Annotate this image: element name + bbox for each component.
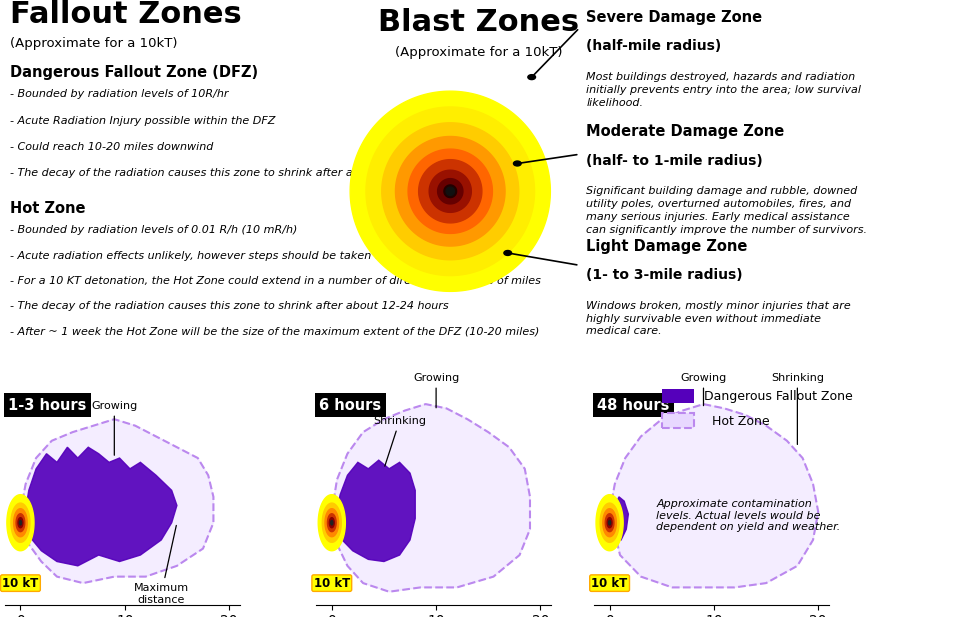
Polygon shape: [331, 404, 530, 592]
Polygon shape: [318, 495, 345, 551]
Text: 10 kT: 10 kT: [313, 577, 350, 590]
Polygon shape: [322, 503, 341, 542]
Text: 10 kT: 10 kT: [591, 577, 627, 590]
Text: (half-mile radius): (half-mile radius): [586, 39, 721, 53]
Text: 6 hours: 6 hours: [319, 397, 381, 413]
Polygon shape: [20, 419, 214, 583]
Polygon shape: [336, 460, 415, 561]
Text: (1- to 3-mile radius): (1- to 3-mile radius): [586, 268, 742, 282]
Polygon shape: [605, 514, 614, 532]
Polygon shape: [419, 160, 482, 223]
Text: (half- to 1-mile radius): (half- to 1-mile radius): [586, 154, 763, 168]
Text: - Acute radiation effects unlikely, however steps should be taken to control exp: - Acute radiation effects unlikely, howe…: [10, 251, 483, 260]
Text: - The decay of the radiation causes this zone to shrink after about 12-24 hours: - The decay of the radiation causes this…: [10, 301, 448, 311]
Text: Growing: Growing: [413, 373, 459, 408]
Text: Shrinking: Shrinking: [771, 373, 824, 444]
Polygon shape: [408, 149, 492, 233]
Text: Dangerous Fallout Zone (DFZ): Dangerous Fallout Zone (DFZ): [10, 65, 258, 80]
Text: Light Damage Zone: Light Damage Zone: [586, 239, 747, 254]
Polygon shape: [328, 514, 336, 532]
Polygon shape: [438, 179, 463, 204]
Polygon shape: [11, 503, 30, 542]
Text: Blast Zones: Blast Zones: [378, 8, 580, 37]
Legend: Dangerous Fallout Zone,   Hot Zone: Dangerous Fallout Zone, Hot Zone: [663, 389, 853, 428]
Polygon shape: [13, 508, 27, 537]
Polygon shape: [607, 518, 612, 528]
Text: Growing: Growing: [91, 400, 137, 455]
Text: - After ~ 1 week the Hot Zone will be the size of the maximum extent of the DFZ : - After ~ 1 week the Hot Zone will be th…: [10, 326, 539, 336]
Text: Windows broken, mostly minor injuries that are
highly survivable even without im: Windows broken, mostly minor injuries th…: [586, 301, 851, 336]
Text: 10 kT: 10 kT: [2, 577, 38, 590]
Text: (Approximate for a 10kT): (Approximate for a 10kT): [396, 46, 562, 59]
Polygon shape: [609, 404, 818, 587]
Text: - Bounded by radiation levels of 0.01 R/h (10 mR/h): - Bounded by radiation levels of 0.01 R/…: [10, 225, 297, 235]
Polygon shape: [7, 495, 34, 551]
Text: Approximate contamination
levels. Actual levels would be
dependent on yield and : Approximate contamination levels. Actual…: [656, 499, 840, 532]
Text: Fallout Zones: Fallout Zones: [10, 0, 241, 29]
Text: Shrinking: Shrinking: [373, 416, 426, 466]
Polygon shape: [600, 503, 619, 542]
Polygon shape: [396, 136, 505, 246]
Polygon shape: [429, 170, 471, 212]
Polygon shape: [444, 185, 457, 197]
Polygon shape: [18, 518, 23, 528]
Polygon shape: [612, 497, 628, 540]
Text: Hot Zone: Hot Zone: [10, 201, 85, 215]
Text: - For a 10 KT detonation, the Hot Zone could extend in a number of directions fo: - For a 10 KT detonation, the Hot Zone c…: [10, 276, 540, 286]
Polygon shape: [19, 521, 21, 525]
Polygon shape: [330, 518, 334, 528]
Text: Maximum
distance: Maximum distance: [134, 526, 189, 605]
Text: - Bounded by radiation levels of 10R/hr: - Bounded by radiation levels of 10R/hr: [10, 89, 228, 99]
Polygon shape: [25, 447, 177, 566]
Text: Significant building damage and rubble, downed
utility poles, overturned automob: Significant building damage and rubble, …: [586, 186, 867, 235]
Polygon shape: [16, 514, 25, 532]
Text: 1-3 hours: 1-3 hours: [8, 397, 86, 413]
Polygon shape: [603, 508, 616, 537]
Polygon shape: [366, 107, 535, 276]
Polygon shape: [382, 123, 518, 260]
Text: Most buildings destroyed, hazards and radiation
initially prevents entry into th: Most buildings destroyed, hazards and ra…: [586, 72, 861, 107]
Text: 48 hours: 48 hours: [597, 397, 670, 413]
Text: Severe Damage Zone: Severe Damage Zone: [586, 10, 763, 25]
Polygon shape: [351, 91, 550, 291]
Text: Moderate Damage Zone: Moderate Damage Zone: [586, 124, 785, 139]
Text: - Could reach 10-20 miles downwind: - Could reach 10-20 miles downwind: [10, 142, 213, 152]
Polygon shape: [325, 508, 338, 537]
Polygon shape: [446, 187, 454, 196]
Text: (Approximate for a 10kT): (Approximate for a 10kT): [10, 37, 177, 50]
Text: Growing: Growing: [680, 373, 726, 405]
Polygon shape: [331, 521, 332, 525]
Text: - Acute Radiation Injury possible within the DFZ: - Acute Radiation Injury possible within…: [10, 116, 275, 126]
Polygon shape: [608, 521, 610, 525]
Polygon shape: [596, 495, 623, 551]
Text: - The decay of the radiation causes this zone to shrink after about 1-3 hours: - The decay of the radiation causes this…: [10, 168, 434, 178]
